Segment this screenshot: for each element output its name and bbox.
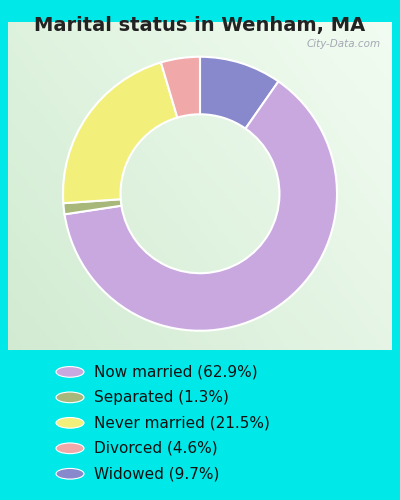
Text: Widowed (9.7%): Widowed (9.7%) — [94, 466, 219, 481]
Circle shape — [56, 366, 84, 377]
Circle shape — [56, 468, 84, 479]
Text: Divorced (4.6%): Divorced (4.6%) — [94, 441, 218, 456]
Circle shape — [56, 418, 84, 428]
Circle shape — [56, 443, 84, 454]
Circle shape — [56, 392, 84, 402]
Text: City-Data.com: City-Data.com — [306, 39, 380, 49]
Text: Marital status in Wenham, MA: Marital status in Wenham, MA — [34, 16, 366, 36]
Wedge shape — [64, 82, 337, 330]
Wedge shape — [63, 199, 122, 214]
Wedge shape — [200, 56, 278, 128]
Wedge shape — [63, 62, 177, 203]
Wedge shape — [161, 56, 200, 118]
Text: Never married (21.5%): Never married (21.5%) — [94, 416, 270, 430]
Text: Separated (1.3%): Separated (1.3%) — [94, 390, 229, 405]
Text: Now married (62.9%): Now married (62.9%) — [94, 364, 258, 380]
